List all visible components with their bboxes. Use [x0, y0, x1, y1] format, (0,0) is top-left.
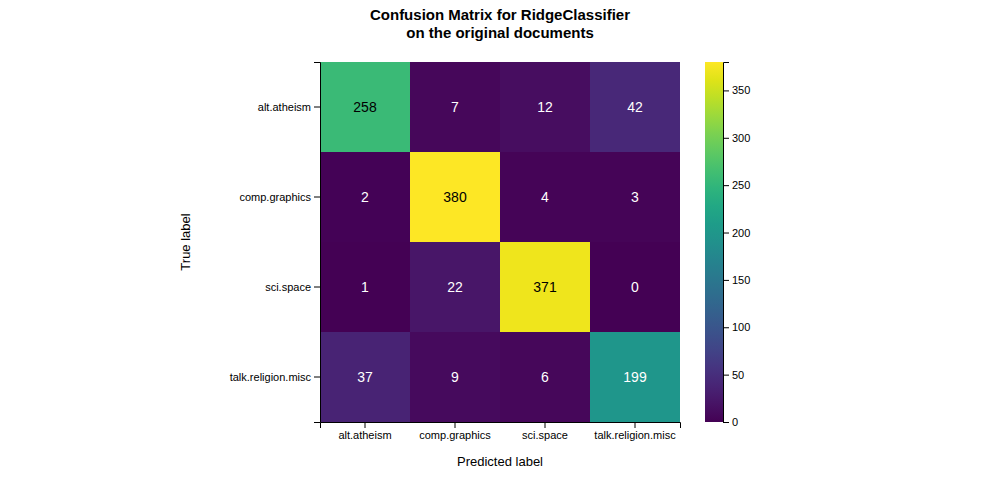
tick: comp.graphics — [419, 422, 491, 441]
title-line: on the original documents — [406, 24, 594, 41]
title: Confusion Matrix for RidgeClassifieron t… — [370, 6, 630, 41]
tick-mark — [723, 327, 729, 328]
cell — [410, 242, 500, 332]
data-label: 3 — [631, 189, 639, 205]
tick-label: 300 — [732, 132, 750, 144]
tick-label: 350 — [732, 84, 750, 96]
tick: 300 — [723, 132, 750, 144]
tick-mark — [723, 280, 729, 281]
cell — [590, 152, 680, 242]
tick-mark — [314, 107, 320, 108]
tick-mark — [723, 422, 729, 423]
tick: alt.atheism — [338, 422, 391, 441]
data-label: 4 — [541, 189, 549, 205]
data-label: 42 — [627, 99, 643, 115]
tick-mark — [314, 197, 320, 198]
tick-label: 200 — [732, 227, 750, 239]
data-label: 6 — [541, 369, 549, 385]
data-label: 258 — [353, 99, 377, 115]
tick-mark — [723, 233, 729, 234]
cell — [410, 332, 500, 422]
data-label: 2 — [361, 189, 369, 205]
data-label: 9 — [451, 369, 459, 385]
tick-mark — [314, 287, 320, 288]
data-label: 380 — [443, 189, 467, 205]
tick-label: 50 — [732, 369, 744, 381]
tick: comp.graphics — [239, 191, 320, 203]
data-label: 22 — [447, 279, 463, 295]
tick-label: talk.religion.misc — [594, 429, 676, 441]
data-label: 371 — [533, 279, 557, 295]
tick: alt.atheism — [258, 101, 320, 113]
tick: 0 — [723, 416, 738, 428]
tick: talk.religion.misc — [230, 371, 320, 383]
tick-mark — [365, 422, 366, 428]
tick-mark — [314, 377, 320, 378]
tick-label: 150 — [732, 274, 750, 286]
x-axis-label: Predicted label — [457, 454, 543, 469]
tick-label: sci.space — [522, 429, 568, 441]
cell — [500, 332, 590, 422]
tick-label: alt.atheism — [338, 429, 391, 441]
tick: 150 — [723, 274, 750, 286]
tick-mark — [723, 185, 729, 186]
tick-mark — [723, 375, 729, 376]
tick-label: sci.space — [265, 281, 311, 293]
tick-label: alt.atheism — [258, 101, 311, 113]
cell — [320, 242, 410, 332]
data-label: 7 — [451, 99, 459, 115]
tick-label: 250 — [732, 179, 750, 191]
tick: talk.religion.misc — [594, 422, 676, 441]
y-axis-label: True label — [178, 213, 193, 270]
tick-label: comp.graphics — [419, 429, 491, 441]
cell — [590, 242, 680, 332]
title-line: Confusion Matrix for RidgeClassifier — [370, 6, 630, 23]
cell — [590, 332, 680, 422]
cell — [320, 332, 410, 422]
tick-label: talk.religion.misc — [230, 371, 312, 383]
cell — [320, 152, 410, 242]
tick-mark — [455, 422, 456, 428]
cells — [320, 62, 680, 422]
cell — [410, 152, 500, 242]
x-axis: alt.atheism comp.graphics sci.space talk.re… — [321, 422, 681, 441]
tick-label: 0 — [732, 416, 738, 428]
tick: 100 — [723, 321, 750, 333]
data-label: 1 — [361, 279, 369, 295]
colorbar-axis: 0 50 100 150 200 250 300 350 — [723, 63, 750, 429]
cell — [500, 242, 590, 332]
colorbar — [705, 62, 723, 422]
cell — [410, 62, 500, 152]
data-label: 199 — [623, 369, 647, 385]
data-label: 12 — [537, 99, 553, 115]
tick: sci.space — [522, 422, 568, 441]
data-label: 0 — [631, 279, 639, 295]
data-labels: 258 7 12 42 2 380 4 3 1 22 371 0 37 9 6 199 — [353, 99, 647, 385]
data-label: 37 — [357, 369, 373, 385]
tick: 250 — [723, 179, 750, 191]
tick-mark — [723, 138, 729, 139]
tick: 350 — [723, 84, 750, 96]
tick-label: 100 — [732, 321, 750, 333]
axis-line — [314, 63, 321, 423]
tick: sci.space — [265, 281, 320, 293]
tick-mark — [635, 422, 636, 428]
tick-label: comp.graphics — [239, 191, 311, 203]
y-axis: alt.atheism comp.graphics sci.space talk.re… — [230, 63, 321, 423]
tick: 50 — [723, 369, 744, 381]
tick-mark — [723, 90, 729, 91]
axis-line — [321, 423, 681, 429]
tick: 200 — [723, 227, 750, 239]
cell — [500, 152, 590, 242]
cell — [500, 62, 590, 152]
chart: 258 7 12 42 2 380 4 3 1 22 371 0 37 9 6 199 alt.atheism c… — [0, 0, 1000, 500]
axis-line — [724, 63, 730, 423]
cell — [590, 62, 680, 152]
cell — [320, 62, 410, 152]
tick-mark — [545, 422, 546, 428]
